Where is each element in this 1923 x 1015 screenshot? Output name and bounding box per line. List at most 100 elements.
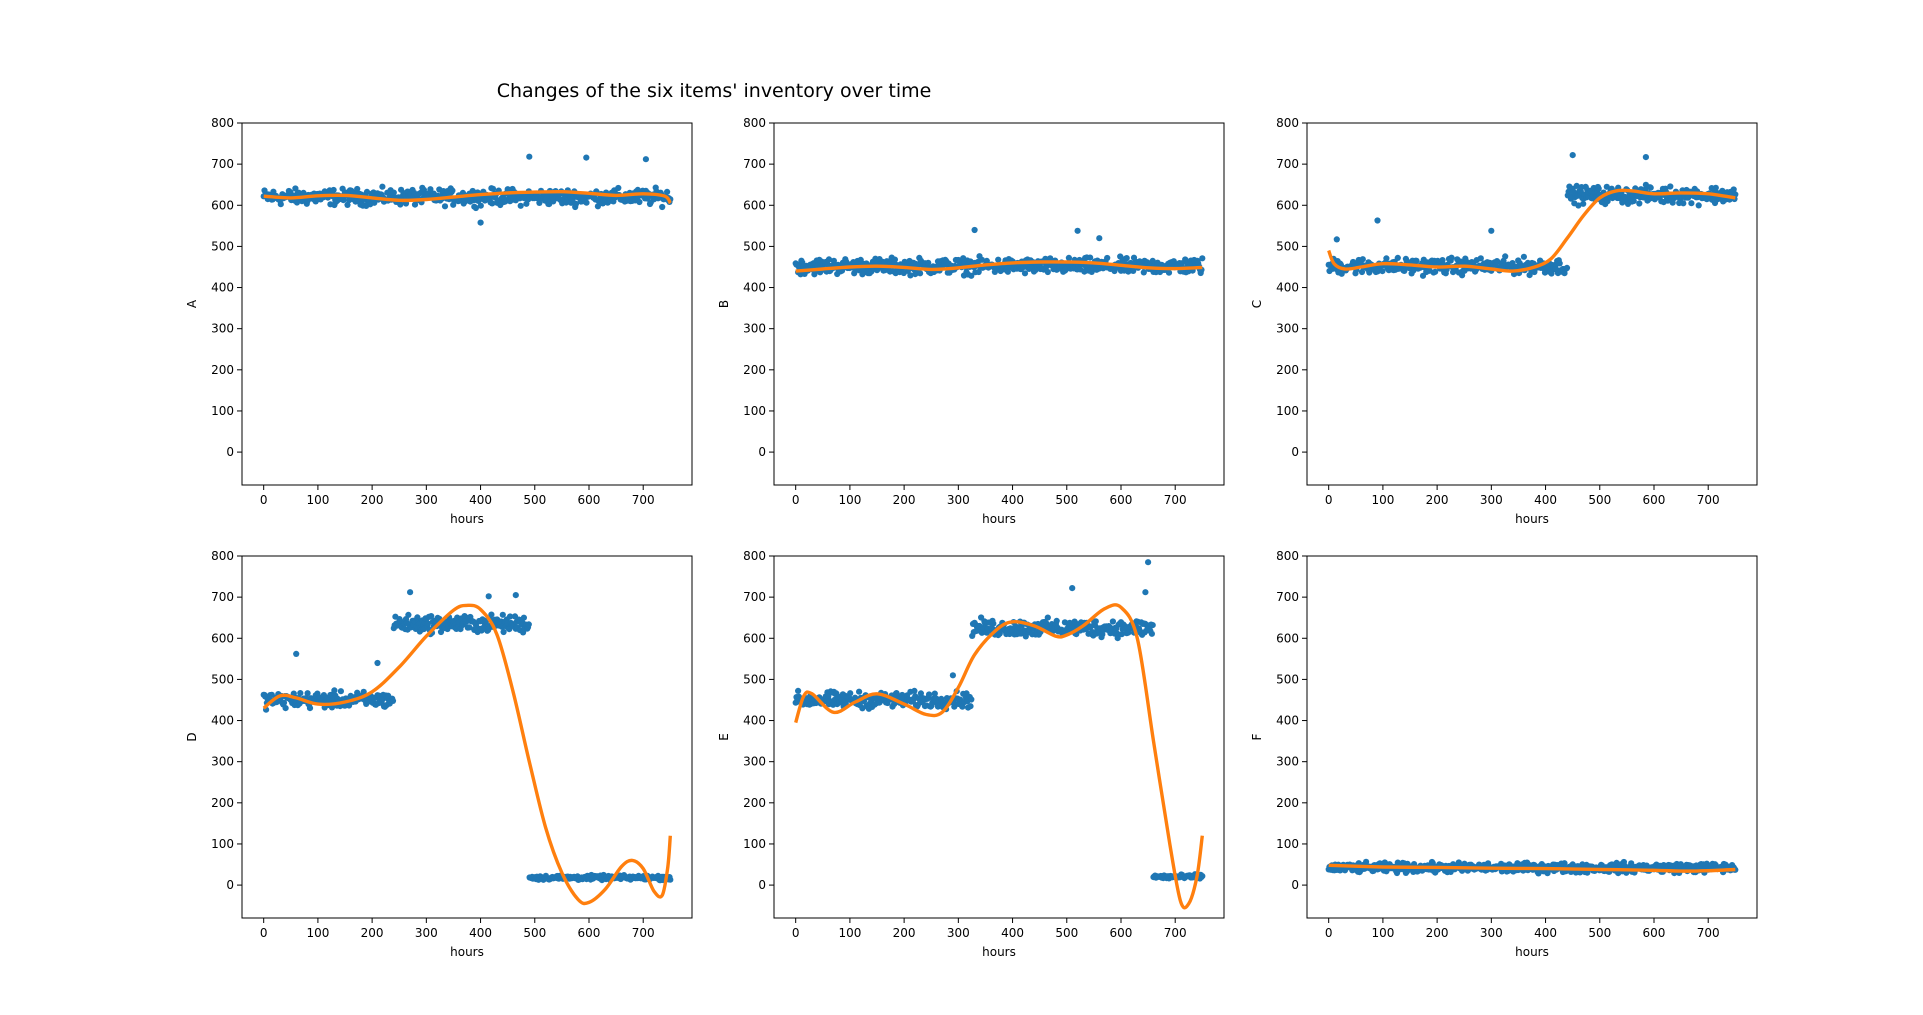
y-tick-label: 600 xyxy=(743,631,766,645)
scatter-point xyxy=(1333,236,1340,243)
scatter-point xyxy=(636,198,643,206)
scatter-point xyxy=(330,186,337,194)
scatter-point xyxy=(925,259,932,266)
scatter-point xyxy=(306,705,314,712)
x-tick-label: 100 xyxy=(838,493,861,507)
scatter-point xyxy=(1448,254,1455,261)
scatter-point xyxy=(642,156,650,163)
scatter-point xyxy=(512,592,519,599)
x-tick-label: 300 xyxy=(947,926,970,940)
y-tick-label: 100 xyxy=(743,404,766,418)
scatter-point xyxy=(1165,269,1173,276)
scatter-point xyxy=(1359,256,1366,263)
scatter-point xyxy=(441,203,449,210)
scatter-point xyxy=(360,688,367,695)
y-tick-label: 400 xyxy=(211,714,234,728)
scatter-point xyxy=(1526,272,1533,279)
y-tick-label: 200 xyxy=(1276,796,1299,810)
y-tick-label: 500 xyxy=(211,239,234,253)
y-tick-label: 600 xyxy=(1276,198,1299,212)
scatter-point xyxy=(1109,618,1116,625)
scatter-point xyxy=(968,272,975,279)
y-axis-label: C xyxy=(1250,300,1264,308)
y-tick-label: 700 xyxy=(1276,590,1299,604)
axes-frame xyxy=(1306,122,1758,486)
axes-frame xyxy=(773,122,1225,486)
scatter-point xyxy=(1053,617,1060,625)
x-tick-label: 500 xyxy=(1055,926,1078,940)
y-tick-label: 700 xyxy=(743,157,766,171)
subplot-f: 0 100 200 300 400 500 600 700 0 100 200 300 400 500 60… xyxy=(1250,549,1758,959)
x-tick-label: 500 xyxy=(1055,493,1078,507)
scatter-point xyxy=(583,154,590,161)
scatter-point xyxy=(1573,182,1580,189)
scatter-point xyxy=(907,272,914,279)
scatter-point xyxy=(1199,873,1206,880)
scatter-point xyxy=(1642,154,1649,161)
scatter-point xyxy=(583,199,590,206)
axes-frame xyxy=(1306,555,1758,919)
scatter-point xyxy=(331,687,338,694)
scatter-point xyxy=(572,200,580,207)
y-axis-label: E xyxy=(717,733,731,741)
scatter-point xyxy=(825,256,833,263)
scatter-point xyxy=(363,188,371,195)
scatter-point xyxy=(1394,859,1401,866)
y-tick-label: 600 xyxy=(1276,631,1299,645)
scatter-point xyxy=(502,198,509,205)
scatter-point xyxy=(277,201,284,208)
scatter-point xyxy=(1695,202,1702,209)
y-tick-label: 300 xyxy=(1276,322,1299,336)
scatter-point xyxy=(520,614,528,621)
plot-area xyxy=(1307,123,1757,485)
scatter-point xyxy=(526,153,533,160)
scatter-point xyxy=(949,672,957,679)
subplot-e: 0 100 200 300 400 500 600 700 0 100 200 300 400 500 60… xyxy=(717,549,1225,959)
y-tick-label: 0 xyxy=(226,878,234,892)
y-tick-label: 800 xyxy=(743,116,766,130)
scatter-point xyxy=(469,187,476,195)
scatter-point xyxy=(1488,227,1495,234)
scatter-point xyxy=(354,185,361,193)
scatter-point xyxy=(477,219,484,226)
scatter-point xyxy=(1125,268,1132,275)
x-tick-label: 600 xyxy=(578,926,601,940)
scatter-point xyxy=(1087,254,1094,261)
scatter-point xyxy=(978,256,986,263)
scatter-point xyxy=(1113,630,1120,637)
y-tick-label: 0 xyxy=(758,878,766,892)
scatter-point xyxy=(397,201,404,208)
scatter-point xyxy=(968,696,975,703)
scatter-point xyxy=(1044,614,1051,621)
y-tick-label: 100 xyxy=(211,837,234,851)
scatter-point xyxy=(1432,268,1439,275)
scatter-point xyxy=(830,257,838,264)
x-axis-label: hours xyxy=(450,512,484,526)
y-tick-label: 500 xyxy=(1276,672,1299,686)
y-tick-label: 500 xyxy=(743,672,766,686)
scatter-point xyxy=(912,271,919,278)
x-tick-label: 500 xyxy=(523,926,546,940)
scatter-point xyxy=(1363,858,1370,865)
scatter-point xyxy=(525,621,532,628)
axes-frame xyxy=(241,122,693,486)
scatter-point xyxy=(314,690,321,697)
y-tick-label: 300 xyxy=(743,755,766,769)
scatter-point xyxy=(346,702,353,709)
x-tick-label: 400 xyxy=(1001,493,1024,507)
subplot-d: 0 100 200 300 400 500 600 700 0 100 200 300 400 500 60… xyxy=(185,549,693,959)
y-tick-label: 200 xyxy=(743,363,766,377)
x-tick-label: 100 xyxy=(1371,926,1394,940)
x-tick-label: 100 xyxy=(306,926,329,940)
scatter-point xyxy=(1199,255,1206,262)
scatter-point xyxy=(1548,270,1555,277)
axes-frame xyxy=(773,555,1225,919)
scatter-point xyxy=(1401,267,1408,274)
y-tick-label: 0 xyxy=(1291,445,1299,459)
x-tick-label: 600 xyxy=(1643,926,1666,940)
scatter-point xyxy=(1556,260,1563,267)
fit-line xyxy=(795,260,1203,273)
scatter-point xyxy=(659,203,666,211)
scatter-point xyxy=(1563,264,1571,271)
